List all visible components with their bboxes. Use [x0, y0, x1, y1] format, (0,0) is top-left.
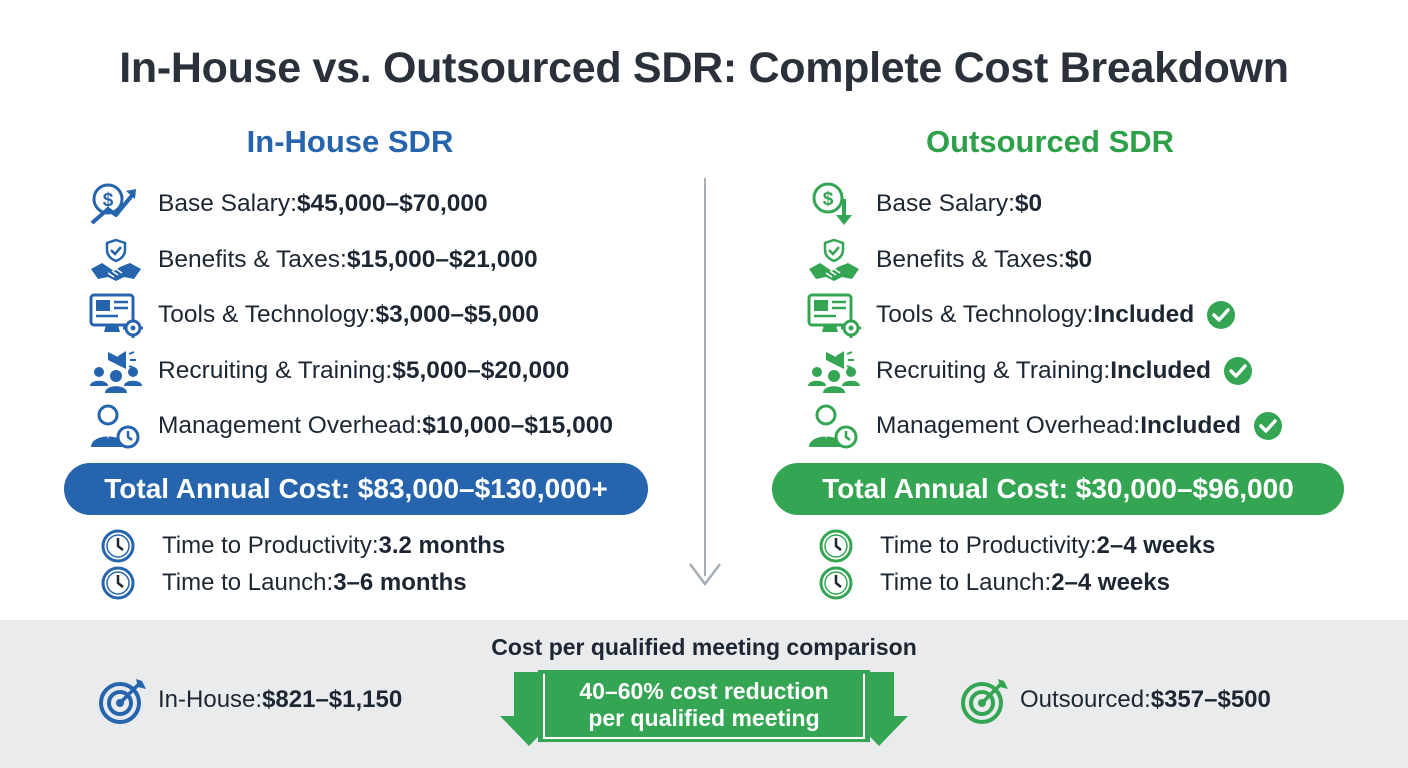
- inhouse-productivity-row: Time to Productivity: 3.2 months: [98, 528, 505, 564]
- manager-clock-icon: [88, 403, 144, 449]
- row-value: $45,000–$70,000: [296, 190, 488, 217]
- manager-clock-icon: [806, 403, 862, 449]
- tools-monitor-icon: [806, 292, 862, 338]
- check-icon: [1206, 300, 1236, 330]
- inhouse-launch-row: Time to Launch: 3–6 months: [98, 565, 467, 601]
- salary-down-icon: [806, 181, 862, 227]
- row-label: Base Salary:: [158, 190, 297, 217]
- row-label: Benefits & Taxes:: [158, 246, 347, 273]
- target-icon: [98, 675, 148, 725]
- outsourced-management-row: Management Overhead: Included: [806, 403, 1283, 449]
- row-value: Included: [1110, 357, 1211, 384]
- recruiting-team-icon: [806, 348, 862, 394]
- recruiting-team-icon: [88, 348, 144, 394]
- row-label: Time to Productivity:: [880, 532, 1097, 559]
- inhouse-cost-per-meeting: In-House: $821–$1,150: [98, 674, 402, 726]
- row-value: 2–4 weeks: [1051, 569, 1170, 596]
- tools-monitor-icon: [88, 292, 144, 338]
- row-value: $5,000–$20,000: [392, 357, 570, 384]
- reduction-callout: 40–60% cost reduction per qualified meet…: [540, 678, 868, 732]
- clock-icon: [98, 528, 138, 564]
- outsourced-benefits-row: Benefits & Taxes: $0: [806, 237, 1092, 283]
- row-label: Time to Productivity:: [162, 532, 379, 559]
- row-value: $0: [1064, 246, 1093, 273]
- outsourced-heading: Outsourced SDR: [925, 124, 1175, 159]
- clock-icon: [98, 565, 138, 601]
- salary-up-icon: [88, 181, 144, 227]
- reduction-line-1: 40–60% cost reduction: [579, 678, 829, 704]
- outsourced-base-salary-row: Base Salary: $0: [806, 181, 1042, 227]
- target-icon: [960, 675, 1010, 725]
- clock-icon: [816, 528, 856, 564]
- inhouse-heading: In-House SDR: [246, 124, 454, 159]
- down-arrow-icon: [689, 563, 721, 587]
- row-value: $15,000–$21,000: [346, 246, 538, 273]
- row-label: Time to Launch:: [880, 569, 1052, 596]
- row-value: $821–$1,150: [262, 686, 403, 713]
- inhouse-recruiting-row: Recruiting & Training: $5,000–$20,000: [88, 348, 569, 394]
- check-icon: [1253, 411, 1283, 441]
- row-label: In-House:: [158, 686, 263, 713]
- inhouse-benefits-row: Benefits & Taxes: $15,000–$21,000: [88, 237, 538, 283]
- row-label: Management Overhead:: [876, 412, 1141, 439]
- row-label: Base Salary:: [876, 190, 1015, 217]
- outsourced-productivity-row: Time to Productivity: 2–4 weeks: [816, 528, 1215, 564]
- row-value: $0: [1014, 190, 1043, 217]
- row-value: Included: [1093, 301, 1195, 328]
- row-value: $3,000–$5,000: [375, 301, 539, 328]
- row-label: Benefits & Taxes:: [876, 246, 1065, 273]
- outsourced-cost-per-meeting: Outsourced: $357–$500: [960, 674, 1271, 726]
- reduction-line-2: per qualified meeting: [588, 705, 820, 731]
- outsourced-recruiting-row: Recruiting & Training: Included: [806, 348, 1253, 394]
- row-label: Recruiting & Training:: [876, 357, 1111, 384]
- row-label: Tools & Technology:: [876, 301, 1094, 328]
- inhouse-base-salary-row: Base Salary: $45,000–$70,000: [88, 181, 488, 227]
- row-value: 3.2 months: [378, 532, 506, 559]
- row-label: Outsourced:: [1020, 686, 1151, 713]
- inhouse-management-row: Management Overhead: $10,000–$15,000: [88, 403, 613, 449]
- row-label: Management Overhead:: [158, 412, 423, 439]
- inhouse-tools-row: Tools & Technology: $3,000–$5,000: [88, 292, 539, 338]
- benefits-handshake-icon: [806, 237, 862, 283]
- page-title: In-House vs. Outsourced SDR: Complete Co…: [119, 44, 1289, 92]
- row-value: $10,000–$15,000: [422, 412, 613, 439]
- clock-icon: [816, 565, 856, 601]
- inhouse-total-badge: Total Annual Cost: $83,000–$130,000+: [64, 463, 648, 515]
- row-label: Time to Launch:: [162, 569, 334, 596]
- benefits-handshake-icon: [88, 237, 144, 283]
- comparison-title: Cost per qualified meeting comparison: [491, 634, 917, 660]
- row-value: 2–4 weeks: [1096, 532, 1216, 559]
- outsourced-tools-row: Tools & Technology: Included: [806, 292, 1236, 338]
- outsourced-total-badge: Total Annual Cost: $30,000–$96,000: [772, 463, 1344, 515]
- row-value: Included: [1140, 412, 1241, 439]
- check-icon: [1223, 356, 1253, 386]
- row-value: $357–$500: [1150, 686, 1271, 713]
- reduction-arrows-graphic: [500, 670, 908, 746]
- column-divider: [704, 178, 706, 576]
- outsourced-launch-row: Time to Launch: 2–4 weeks: [816, 565, 1170, 601]
- row-value: 3–6 months: [333, 569, 467, 596]
- row-label: Tools & Technology:: [158, 301, 376, 328]
- row-label: Recruiting & Training:: [158, 357, 393, 384]
